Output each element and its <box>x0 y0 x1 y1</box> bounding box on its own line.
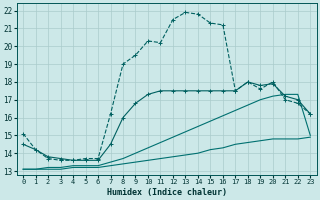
X-axis label: Humidex (Indice chaleur): Humidex (Indice chaleur) <box>107 188 227 197</box>
